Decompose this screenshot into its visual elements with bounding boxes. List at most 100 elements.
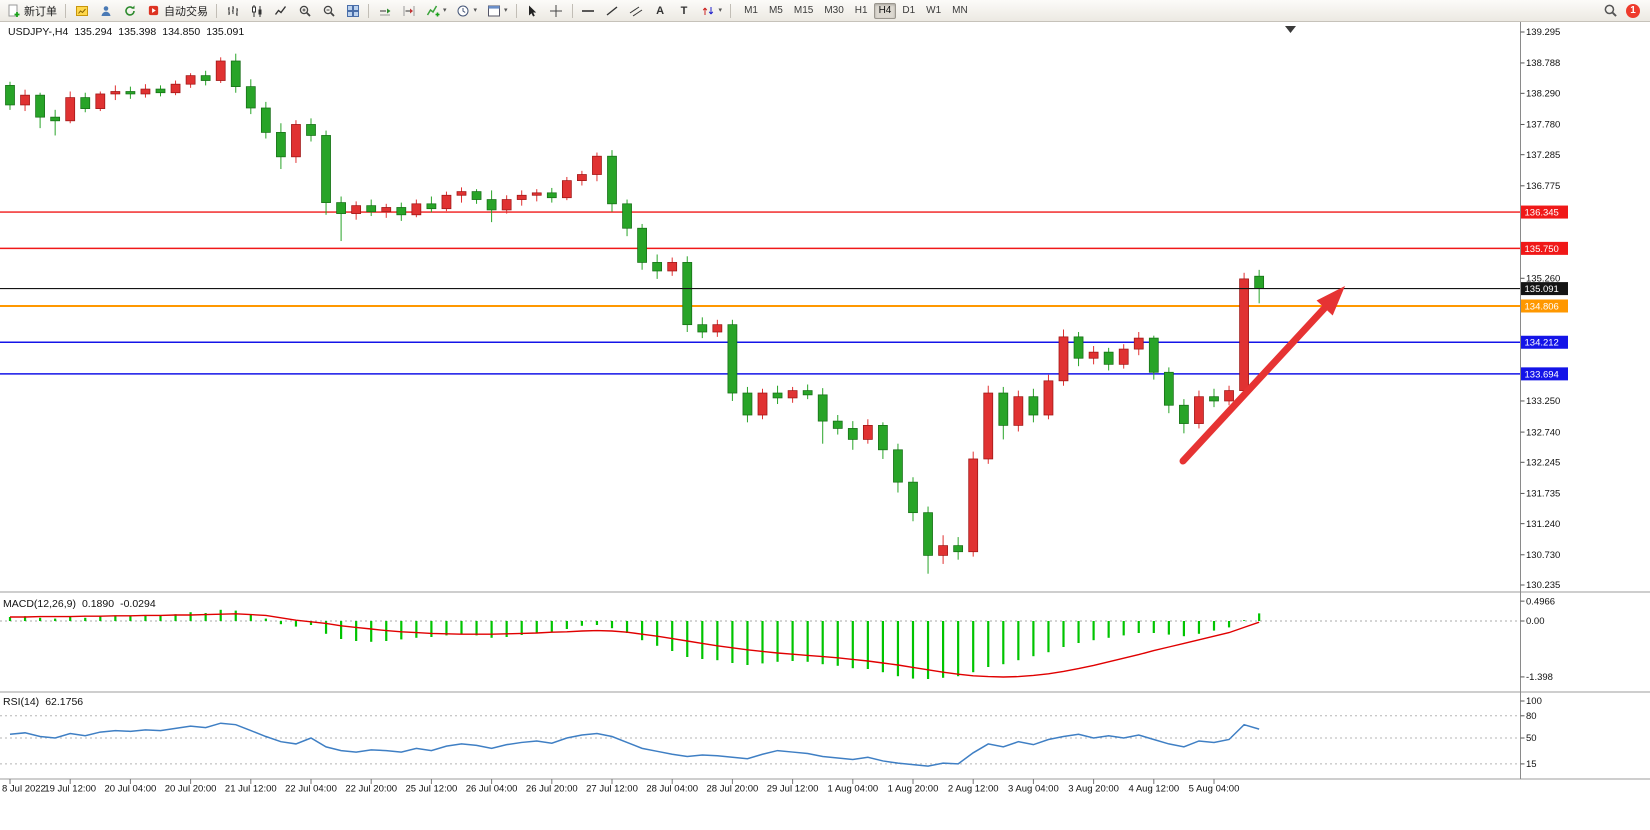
crosshair-button[interactable]	[545, 2, 568, 20]
text-button[interactable]: A	[649, 2, 672, 20]
candle-body	[802, 390, 813, 396]
price-tick-label: 131.735	[1526, 489, 1560, 500]
cursor-button[interactable]	[521, 2, 544, 20]
timeframe-m30-button[interactable]: M30	[819, 3, 848, 19]
bar-chart-mode-button[interactable]	[221, 2, 244, 20]
time-label: 28 Jul 04:00	[646, 784, 698, 795]
candle-body	[531, 192, 542, 196]
price-line-label-bg	[1521, 299, 1568, 313]
candle-body	[1028, 396, 1039, 416]
candle-body	[185, 75, 196, 85]
templates-button[interactable]	[482, 2, 512, 20]
timeframe-w1-button[interactable]: W1	[921, 3, 946, 19]
time-label: 27 Jul 12:00	[586, 784, 638, 795]
timeframe-m5-button[interactable]: M5	[764, 3, 788, 19]
candle-body	[968, 458, 979, 553]
trend-arrow[interactable]	[1179, 304, 1329, 465]
time-label: 3 Aug 20:00	[1068, 784, 1119, 795]
price-tick-label: 130.235	[1526, 580, 1560, 591]
candle-body	[306, 124, 316, 136]
chart-shift-marker[interactable]	[1285, 26, 1296, 33]
candle-body	[742, 392, 753, 416]
timeframe-d1-button[interactable]: D1	[897, 3, 920, 19]
symbol-timeframe-label: USDJPY-,H4	[8, 26, 69, 38]
timeframe-h4-button[interactable]: H4	[873, 2, 897, 19]
crosshair-icon	[549, 3, 564, 18]
arrows-button[interactable]	[697, 2, 727, 20]
candle-body	[1043, 380, 1054, 416]
rsi-indicator-label: RSI(14) 62.1756	[3, 696, 83, 708]
candle-body	[1179, 404, 1189, 424]
autotrading-button[interactable]: 自动交易	[142, 2, 212, 20]
text-label-icon: T	[680, 4, 688, 17]
candle-body	[321, 135, 331, 203]
market-watch-button[interactable]	[94, 2, 117, 20]
timeframe-m1-button[interactable]: M1	[739, 3, 763, 19]
candlestick-mode-button[interactable]	[245, 2, 268, 20]
arrows-icon	[701, 3, 716, 18]
price-tick-label: 132.245	[1526, 458, 1560, 469]
chart-shift-icon	[401, 3, 416, 18]
macd-axis-label: -1.398	[1526, 672, 1553, 683]
candle-body	[561, 180, 572, 199]
candle-body	[592, 155, 602, 175]
candle-body	[411, 203, 422, 216]
channel-button[interactable]	[625, 2, 648, 20]
rsi-line	[9, 722, 1260, 767]
new-order-icon	[6, 3, 21, 18]
candle-body	[125, 91, 136, 95]
templates-icon	[486, 3, 501, 18]
search-icon[interactable]	[1603, 3, 1618, 18]
profiles-button[interactable]	[70, 2, 93, 20]
new-order-button[interactable]: 新订单	[2, 2, 61, 20]
candle-body	[1058, 336, 1069, 382]
chart-title: USDJPY-,H4 135.294 135.398 134.850 135.0…	[8, 26, 244, 38]
tile-windows-button[interactable]	[341, 2, 364, 20]
candle-body	[682, 262, 693, 326]
time-label: 20 Jul 20:00	[165, 784, 217, 795]
zoom-out-icon	[321, 3, 336, 18]
candle-body	[1224, 390, 1234, 402]
zoom-in-button[interactable]	[293, 2, 316, 20]
refresh-button[interactable]	[118, 2, 141, 20]
timeframe-mn-button[interactable]: MN	[947, 3, 973, 19]
toolbar-separator	[65, 3, 66, 18]
trendline-button[interactable]	[601, 2, 624, 20]
chart-shift-button[interactable]	[397, 2, 420, 20]
zoom-out-button[interactable]	[317, 2, 340, 20]
price-line-label-bg	[1521, 205, 1568, 219]
candle-body	[80, 97, 91, 109]
time-label: 25 Jul 12:00	[406, 784, 458, 795]
auto-scroll-button[interactable]	[373, 2, 396, 20]
notification-badge[interactable]: 1	[1626, 3, 1640, 18]
candlestick-icon	[249, 3, 264, 18]
timeframe-h1-button[interactable]: H1	[850, 3, 873, 19]
indicators-button[interactable]	[421, 2, 451, 20]
candle-body	[1239, 278, 1249, 391]
candle-body	[908, 481, 918, 514]
timeframe-m15-button[interactable]: M15	[789, 3, 818, 19]
chevron-down-icon	[443, 7, 447, 15]
ohlc-open: 135.294	[74, 26, 113, 38]
line-chart-mode-button[interactable]	[269, 2, 292, 20]
candle-body	[938, 545, 948, 556]
rsi-axis-label: 15	[1526, 759, 1537, 770]
candle-body	[998, 392, 1009, 426]
text-label-button[interactable]: T	[673, 2, 696, 20]
candle-body	[381, 207, 392, 213]
price-line-label: 135.091	[1525, 284, 1559, 295]
candle-body	[5, 85, 15, 106]
trend-arrow-head	[1316, 286, 1345, 316]
periods-button[interactable]	[452, 2, 482, 20]
ohlc-close: 135.091	[206, 26, 245, 38]
candle-body	[516, 194, 527, 200]
time-label: 29 Jul 12:00	[767, 784, 819, 795]
horizontal-line-button[interactable]	[577, 2, 600, 20]
candle-body	[772, 392, 783, 399]
tile-windows-icon	[345, 3, 360, 18]
candle-body	[727, 324, 738, 394]
price-tick-label: 138.290	[1526, 89, 1560, 100]
candle-body	[396, 207, 407, 216]
